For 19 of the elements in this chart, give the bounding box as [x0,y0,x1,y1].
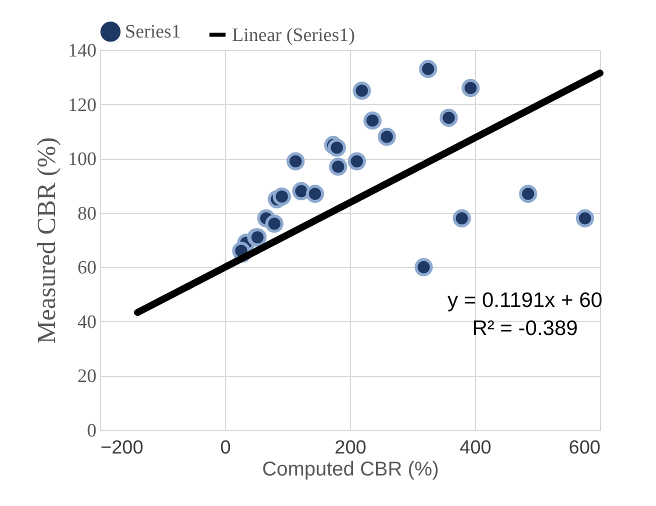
y-tick-label: 20 [78,366,96,388]
x-tick-label: 200 [334,438,366,458]
legend-label: Linear (Series1) [232,24,355,46]
legend-label: Series1 [125,22,181,43]
annotation: R² = -0.389 [472,316,578,340]
x-axis-title: Computed CBR (%) [262,458,439,480]
y-tick-label: 40 [78,312,96,333]
x-tick-label: 600 [568,438,600,458]
y-tick-label: 60 [78,258,96,279]
y-axis-title: Measured CBR (%) [32,137,61,344]
x-tick-label: −200 [100,438,144,458]
y-tick-label: 0 [87,420,96,442]
x-tick-label: 400 [460,438,492,458]
x-tick-label: 0 [220,438,231,458]
y-tick-label: 100 [68,149,96,170]
annotation: y = 0.1191x + 60 [448,288,602,312]
y-tick-label: 140 [68,40,96,62]
y-tick-label: 80 [78,203,96,224]
y-tick-label: 120 [68,94,96,116]
